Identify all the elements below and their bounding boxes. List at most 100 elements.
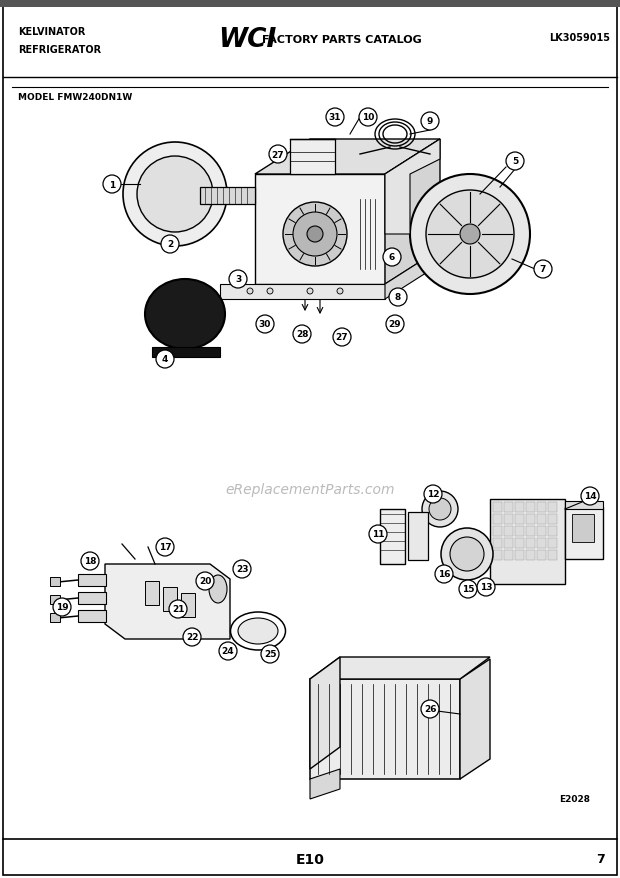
Circle shape bbox=[386, 315, 404, 334]
Bar bbox=[537, 527, 546, 536]
Text: 12: 12 bbox=[427, 490, 439, 499]
Bar bbox=[181, 594, 195, 617]
Bar bbox=[493, 551, 502, 560]
Circle shape bbox=[333, 328, 351, 347]
Text: 1: 1 bbox=[109, 180, 115, 190]
Circle shape bbox=[293, 212, 337, 256]
Polygon shape bbox=[385, 140, 440, 234]
Circle shape bbox=[307, 289, 313, 295]
Text: KELVINATOR: KELVINATOR bbox=[18, 27, 86, 37]
Circle shape bbox=[460, 225, 480, 245]
Circle shape bbox=[421, 113, 439, 131]
Text: 31: 31 bbox=[329, 113, 341, 122]
Circle shape bbox=[326, 109, 344, 126]
Bar bbox=[493, 527, 502, 536]
Circle shape bbox=[422, 492, 458, 528]
Bar bbox=[408, 513, 428, 560]
Polygon shape bbox=[220, 284, 385, 299]
Circle shape bbox=[283, 203, 347, 267]
Circle shape bbox=[307, 227, 323, 242]
Circle shape bbox=[81, 552, 99, 571]
Text: 25: 25 bbox=[264, 650, 277, 658]
Polygon shape bbox=[255, 175, 385, 284]
Text: 11: 11 bbox=[372, 530, 384, 539]
Bar bbox=[504, 527, 513, 536]
Text: 2: 2 bbox=[167, 241, 173, 249]
Text: eReplacementParts.com: eReplacementParts.com bbox=[225, 482, 395, 496]
Circle shape bbox=[534, 261, 552, 278]
Bar bbox=[145, 581, 159, 605]
Bar bbox=[504, 502, 513, 513]
Text: FACTORY PARTS CATALOG: FACTORY PARTS CATALOG bbox=[262, 35, 422, 45]
Circle shape bbox=[229, 270, 247, 289]
Circle shape bbox=[477, 579, 495, 596]
Text: 21: 21 bbox=[172, 605, 184, 614]
Circle shape bbox=[421, 700, 439, 718]
Text: MODEL FMW240DN1W: MODEL FMW240DN1W bbox=[18, 93, 132, 103]
Text: 23: 23 bbox=[236, 565, 248, 574]
Circle shape bbox=[103, 176, 121, 194]
Text: 26: 26 bbox=[423, 705, 436, 714]
Bar bbox=[515, 538, 524, 549]
Circle shape bbox=[53, 598, 71, 616]
Text: LK3059015: LK3059015 bbox=[549, 33, 610, 43]
Text: 19: 19 bbox=[56, 603, 68, 612]
Circle shape bbox=[359, 109, 377, 126]
Bar bbox=[290, 140, 335, 175]
Polygon shape bbox=[310, 680, 460, 779]
Circle shape bbox=[459, 580, 477, 598]
Circle shape bbox=[581, 487, 599, 506]
Circle shape bbox=[410, 175, 530, 295]
Circle shape bbox=[450, 537, 484, 572]
Polygon shape bbox=[310, 658, 490, 680]
Polygon shape bbox=[255, 140, 440, 175]
Circle shape bbox=[233, 560, 251, 579]
Bar bbox=[548, 515, 557, 524]
Text: REFRIGERATOR: REFRIGERATOR bbox=[18, 45, 101, 55]
Bar bbox=[504, 538, 513, 549]
Text: 17: 17 bbox=[159, 543, 171, 552]
Circle shape bbox=[247, 289, 253, 295]
Text: 28: 28 bbox=[296, 330, 308, 339]
Polygon shape bbox=[310, 658, 340, 769]
Bar bbox=[493, 538, 502, 549]
Text: 29: 29 bbox=[389, 320, 401, 329]
Circle shape bbox=[156, 350, 174, 369]
Circle shape bbox=[169, 601, 187, 618]
Bar bbox=[548, 538, 557, 549]
Bar bbox=[0, 0, 620, 8]
Bar bbox=[537, 538, 546, 549]
Text: 18: 18 bbox=[84, 557, 96, 565]
Bar bbox=[537, 502, 546, 513]
Polygon shape bbox=[105, 565, 230, 639]
Text: E10: E10 bbox=[296, 852, 324, 866]
Text: WCI: WCI bbox=[218, 27, 277, 53]
Bar bbox=[50, 578, 60, 587]
Circle shape bbox=[506, 153, 524, 171]
Bar bbox=[548, 551, 557, 560]
Circle shape bbox=[293, 326, 311, 343]
Bar bbox=[490, 500, 565, 585]
Circle shape bbox=[123, 143, 227, 247]
Text: 14: 14 bbox=[583, 492, 596, 501]
Circle shape bbox=[267, 289, 273, 295]
Bar bbox=[537, 515, 546, 524]
Bar bbox=[504, 515, 513, 524]
Bar bbox=[78, 610, 106, 623]
Circle shape bbox=[196, 572, 214, 590]
Circle shape bbox=[183, 629, 201, 646]
Polygon shape bbox=[385, 249, 440, 299]
Circle shape bbox=[256, 315, 274, 334]
Bar bbox=[515, 502, 524, 513]
Text: 22: 22 bbox=[186, 633, 198, 642]
Bar bbox=[493, 502, 502, 513]
Bar bbox=[515, 527, 524, 536]
Bar bbox=[493, 515, 502, 524]
Bar bbox=[572, 515, 594, 543]
Circle shape bbox=[383, 248, 401, 267]
Ellipse shape bbox=[209, 575, 227, 603]
Polygon shape bbox=[200, 188, 255, 205]
Bar bbox=[537, 551, 546, 560]
Text: 7: 7 bbox=[596, 853, 605, 866]
Bar bbox=[78, 574, 106, 587]
